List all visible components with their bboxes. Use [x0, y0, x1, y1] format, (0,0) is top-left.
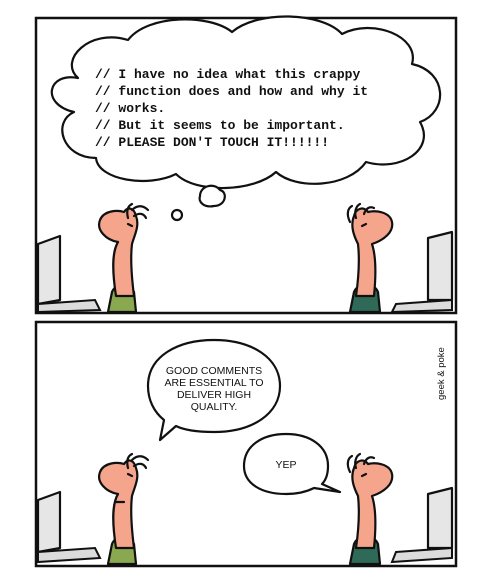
left-monitor-2 [36, 490, 62, 554]
right-eye-2 [360, 472, 368, 478]
left-hair-1 [126, 202, 134, 220]
left-character [98, 202, 150, 314]
speech-right-text: YEP [275, 459, 296, 471]
left-hair-2b [132, 462, 148, 470]
left-computer-2 [36, 490, 102, 564]
right-head [351, 207, 394, 298]
right-hair-2 [346, 204, 354, 224]
left-head [98, 207, 139, 298]
right-computer [390, 230, 454, 314]
left-computer [36, 234, 102, 314]
right-hair-2b [346, 454, 354, 474]
right-head-2 [351, 459, 394, 550]
right-monitor-2 [426, 486, 454, 550]
thought-bubble [50, 15, 442, 222]
right-keyboard-2 [390, 546, 453, 564]
thought-tail-small [170, 208, 184, 222]
right-character [346, 202, 394, 314]
left-keyboard [37, 298, 102, 314]
right-hair-2a [354, 452, 362, 470]
credit-text: geek & poke [436, 347, 447, 400]
panel-1-artwork: // I have no idea what this crappy // fu… [34, 15, 458, 315]
speech-left-line-4: QUALITY. [191, 401, 238, 413]
speech-bubble-left [146, 338, 282, 442]
speech-left-line-3: DELIVER HIGH [177, 389, 251, 401]
left-keyboard-2 [37, 546, 102, 564]
panel-1: // I have no idea what this crappy // fu… [34, 15, 458, 315]
speech-bubble-right [242, 432, 342, 496]
left-head-2 [98, 459, 139, 550]
left-hair-2c [130, 455, 150, 462]
panel-2: GOOD COMMENTS ARE ESSENTIAL TO DELIVER H… [0, 316, 483, 580]
thought-line-5: // PLEASE DON'T TOUCH IT!!!!!! [95, 135, 329, 150]
panel-2-artwork: GOOD COMMENTS ARE ESSENTIAL TO DELIVER H… [34, 320, 458, 568]
speech-left-line-1: GOOD COMMENTS [166, 365, 262, 377]
left-monitor [36, 234, 62, 306]
left-hair-3 [130, 205, 150, 212]
left-hair-2 [132, 212, 148, 220]
right-computer-2 [390, 486, 454, 564]
thought-line-1: // I have no idea what this crappy [95, 67, 360, 82]
thought-line-3: // works. [95, 101, 165, 116]
thought-line-2: // function does and how and why it [95, 84, 368, 99]
right-keyboard [390, 298, 453, 314]
thought-line-4: // But it seems to be important. [95, 118, 345, 133]
thought-tail-large [198, 184, 226, 208]
speech-left-text: GOOD COMMENTS ARE ESSENTIAL TO DELIVER H… [164, 365, 263, 413]
thought-text: // I have no idea what this crappy // fu… [95, 67, 368, 150]
right-character-2 [346, 452, 394, 566]
left-character-2 [98, 452, 150, 566]
right-hair-3 [362, 206, 376, 216]
right-eye [360, 222, 368, 228]
right-hair-1 [354, 202, 362, 220]
right-hair-2c [362, 456, 376, 466]
speech-left-line-2: ARE ESSENTIAL TO [164, 377, 263, 389]
left-eye-2 [126, 472, 134, 478]
right-monitor [426, 230, 454, 302]
left-hair-2a [126, 452, 134, 470]
left-eye [126, 222, 134, 228]
